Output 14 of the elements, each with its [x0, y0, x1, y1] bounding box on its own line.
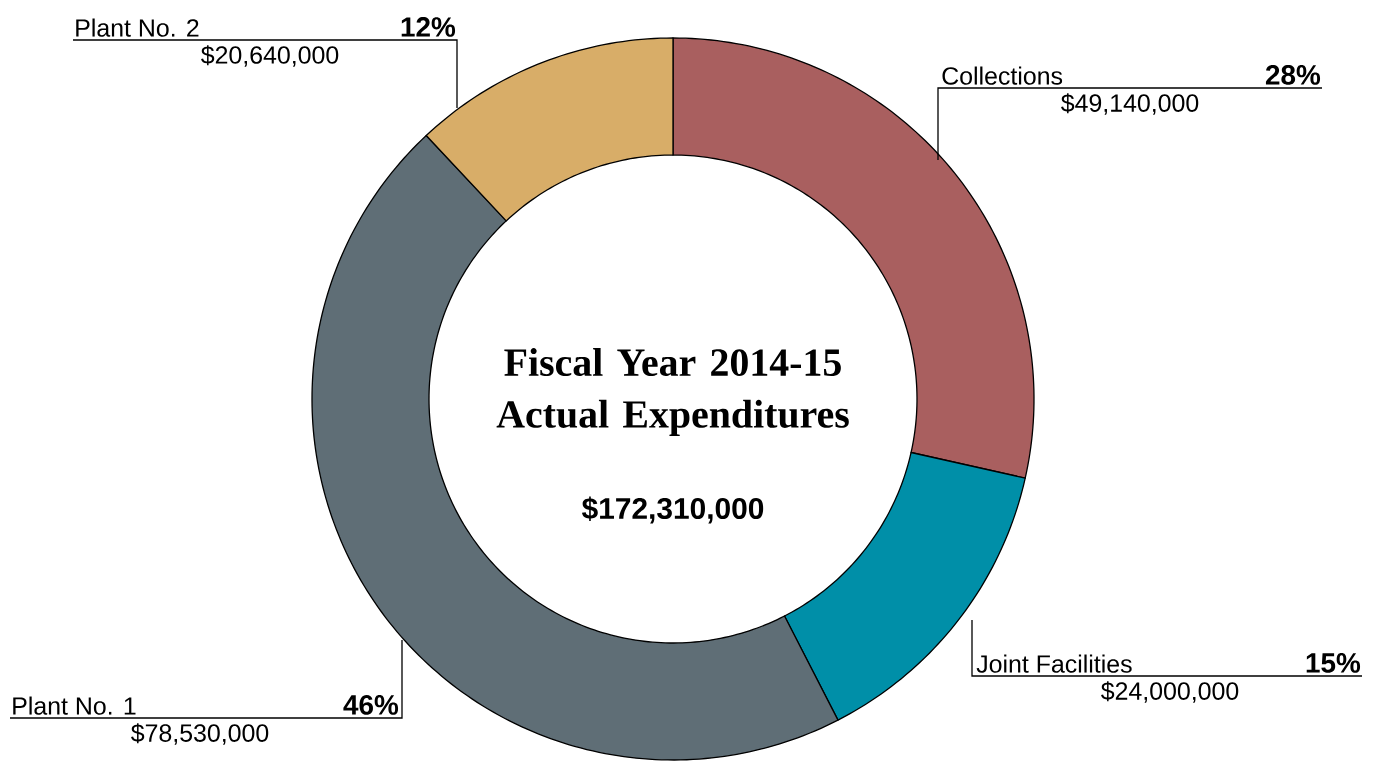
- slice-label: Collections: [942, 66, 1063, 85]
- text: 15%: [1306, 653, 1361, 673]
- text: 12%: [401, 17, 456, 37]
- text: $172,310,000: [581, 496, 764, 524]
- data-label: $20,640,000: [201, 45, 339, 67]
- slice-label: Plant No. 1: [13, 696, 136, 715]
- data-label: $49,140,000: [1061, 93, 1199, 115]
- data-label: $78,530,000: [131, 723, 269, 745]
- slice-label: Plant No. 2: [76, 18, 199, 37]
- slice-label: Joint Facilities: [976, 654, 1132, 673]
- text: Fiscal Year 2014-15 Actual Expenditures: [496, 348, 849, 436]
- text: 46%: [343, 695, 399, 715]
- data-label: $24,000,000: [1101, 681, 1239, 703]
- text: 28%: [1265, 65, 1321, 85]
